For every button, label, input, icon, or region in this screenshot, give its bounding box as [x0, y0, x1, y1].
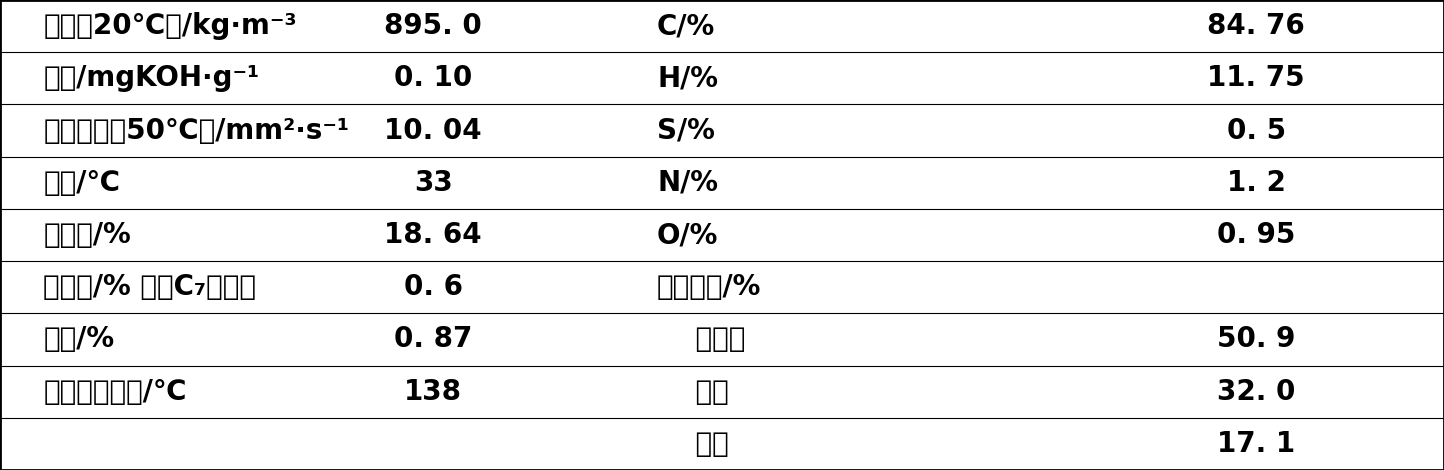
Text: 含蜡量/%: 含蜡量/% — [43, 221, 131, 249]
Text: 闪点（开口）/℃: 闪点（开口）/℃ — [43, 378, 186, 406]
Text: 32. 0: 32. 0 — [1217, 378, 1295, 406]
Text: 沥青质/% （用C₇溶剂）: 沥青质/% （用C₇溶剂） — [43, 273, 257, 301]
Text: 895. 0: 895. 0 — [384, 12, 482, 40]
Text: 11. 75: 11. 75 — [1207, 64, 1305, 92]
Text: 84. 76: 84. 76 — [1207, 12, 1305, 40]
Text: 残炭/%: 残炭/% — [43, 325, 114, 353]
Text: 运动粘度（50℃）/mm²·s⁻¹: 运动粘度（50℃）/mm²·s⁻¹ — [43, 117, 349, 145]
Text: 凝点/℃: 凝点/℃ — [43, 169, 120, 197]
Text: 密度（20℃）/kg·m⁻³: 密度（20℃）/kg·m⁻³ — [43, 12, 297, 40]
Text: 0. 5: 0. 5 — [1227, 117, 1285, 145]
Text: 33: 33 — [414, 169, 452, 197]
Text: O/%: O/% — [657, 221, 719, 249]
Text: H/%: H/% — [657, 64, 718, 92]
Text: 18. 64: 18. 64 — [384, 221, 482, 249]
Text: N/%: N/% — [657, 169, 718, 197]
Text: 1. 2: 1. 2 — [1227, 169, 1285, 197]
Text: 芳烃: 芳烃 — [657, 378, 729, 406]
Text: 0. 87: 0. 87 — [394, 325, 472, 353]
Text: 0. 95: 0. 95 — [1217, 221, 1295, 249]
Text: 躲质: 躲质 — [657, 430, 729, 458]
Text: 138: 138 — [404, 378, 462, 406]
Text: 0. 10: 0. 10 — [394, 64, 472, 92]
Text: 50. 9: 50. 9 — [1217, 325, 1295, 353]
Text: 酸値/mgKOH·g⁻¹: 酸値/mgKOH·g⁻¹ — [43, 64, 260, 92]
Text: 饱和烃: 饱和烃 — [657, 325, 745, 353]
Text: 组成分析/%: 组成分析/% — [657, 273, 761, 301]
Text: C/%: C/% — [657, 12, 715, 40]
Text: 17. 1: 17. 1 — [1217, 430, 1295, 458]
Text: 10. 04: 10. 04 — [384, 117, 482, 145]
Text: S/%: S/% — [657, 117, 715, 145]
Text: 0. 6: 0. 6 — [404, 273, 462, 301]
